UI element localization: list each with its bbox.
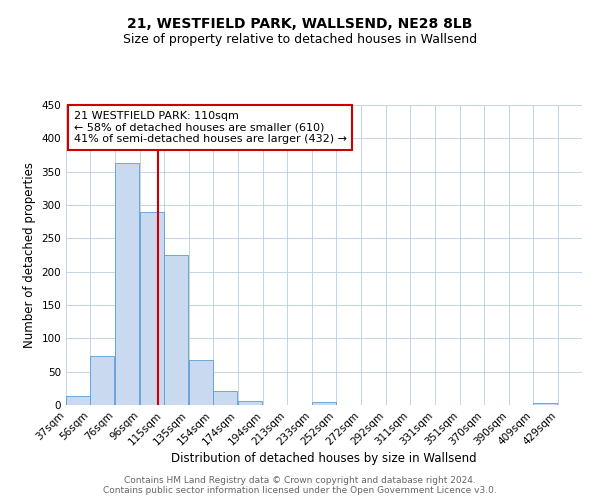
Text: Contains HM Land Registry data © Crown copyright and database right 2024.: Contains HM Land Registry data © Crown c…	[124, 476, 476, 485]
Text: 21 WESTFIELD PARK: 110sqm
← 58% of detached houses are smaller (610)
41% of semi: 21 WESTFIELD PARK: 110sqm ← 58% of detac…	[74, 111, 347, 144]
Bar	[90, 356, 114, 405]
X-axis label: Distribution of detached houses by size in Wallsend: Distribution of detached houses by size …	[171, 452, 477, 466]
Text: Size of property relative to detached houses in Wallsend: Size of property relative to detached ho…	[123, 32, 477, 46]
Bar	[238, 401, 262, 405]
Bar	[140, 212, 164, 405]
Text: 21, WESTFIELD PARK, WALLSEND, NE28 8LB: 21, WESTFIELD PARK, WALLSEND, NE28 8LB	[127, 18, 473, 32]
Bar	[164, 255, 188, 405]
Text: Contains public sector information licensed under the Open Government Licence v3: Contains public sector information licen…	[103, 486, 497, 495]
Y-axis label: Number of detached properties: Number of detached properties	[23, 162, 36, 348]
Bar	[66, 396, 90, 405]
Bar	[312, 402, 336, 405]
Bar	[533, 403, 557, 405]
Bar	[213, 391, 237, 405]
Bar	[189, 360, 213, 405]
Bar	[115, 163, 139, 405]
